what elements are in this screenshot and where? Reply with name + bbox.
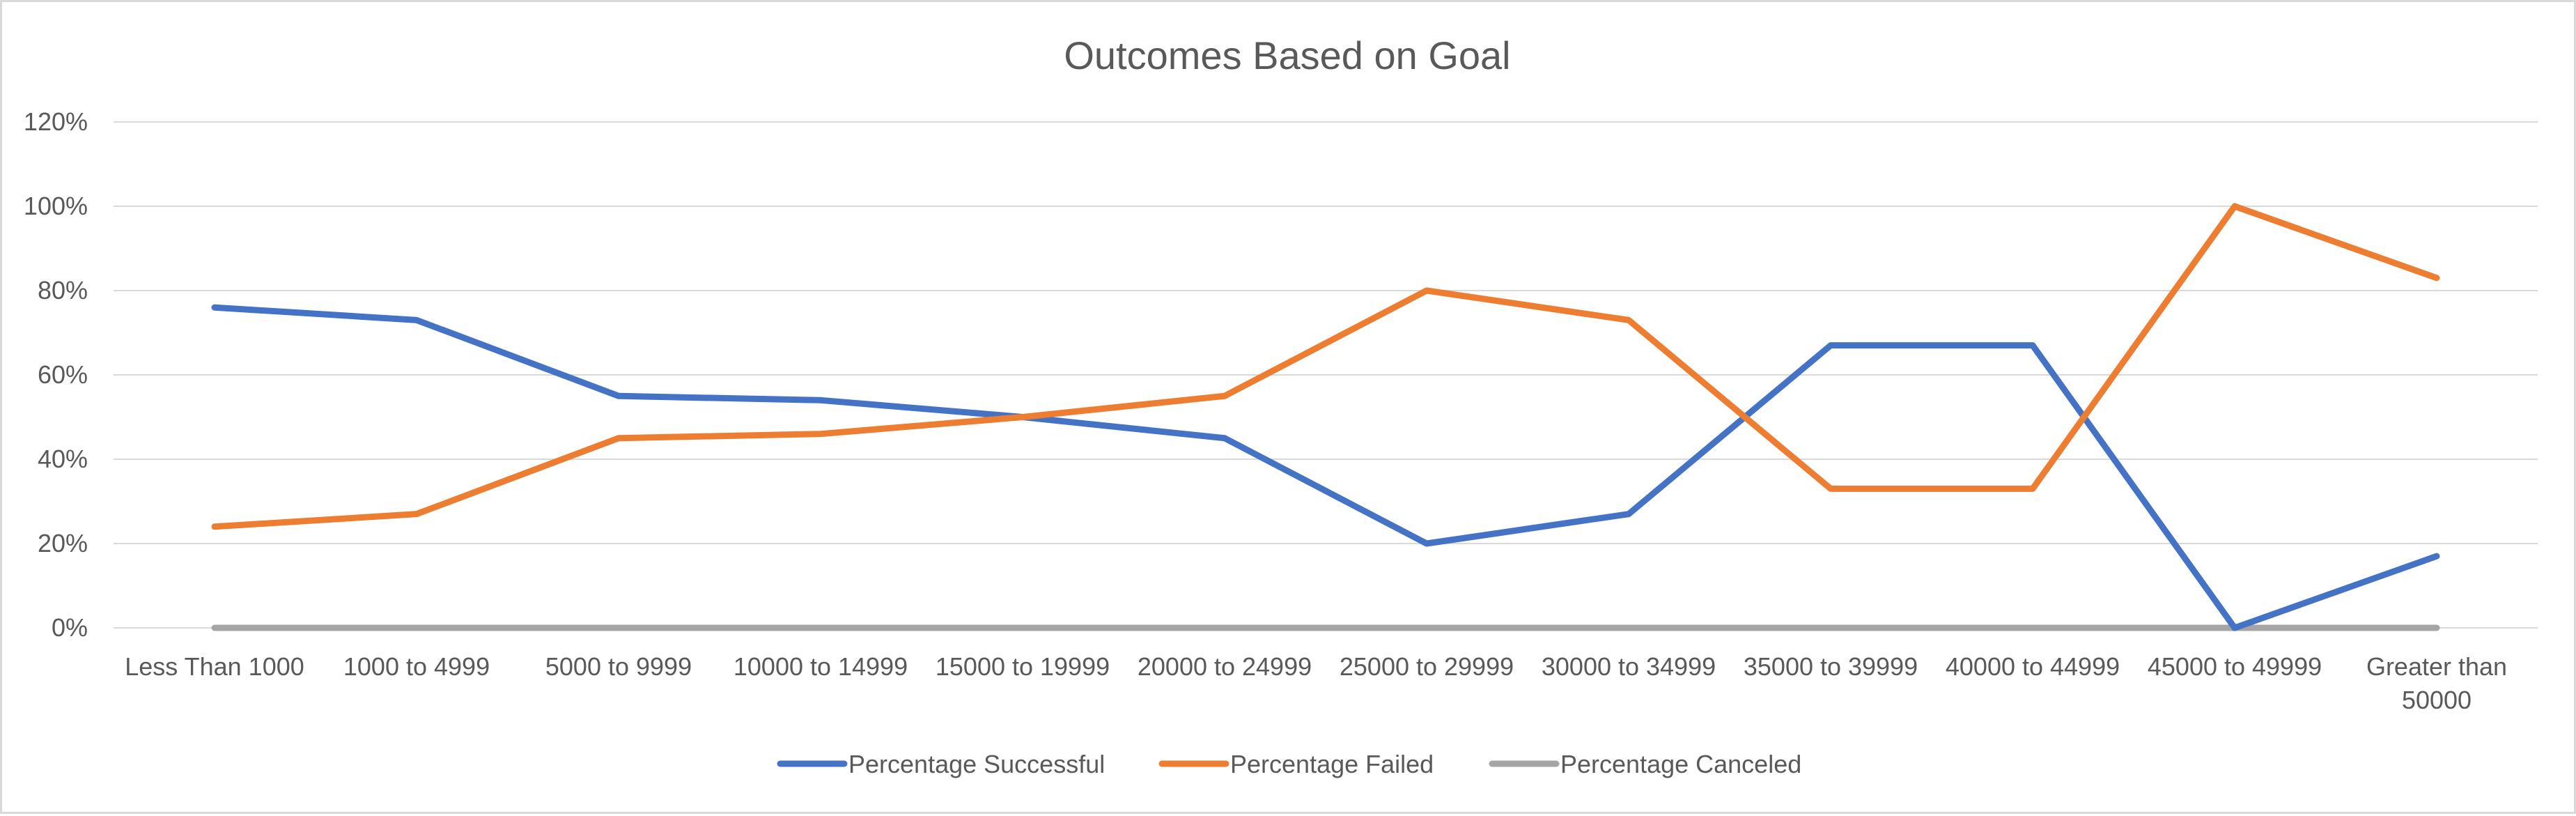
y-tick-label: 100%: [24, 192, 88, 220]
legend-label: Percentage Failed: [1230, 750, 1434, 778]
x-tick-label: 45000 to 49999: [2148, 652, 2322, 681]
y-tick-label: 120%: [24, 107, 88, 136]
x-tick-label: 30000 to 34999: [1542, 652, 1716, 681]
x-axis-ticks: Less Than 1000 1000 to 4999 5000 to 9999 10…: [125, 652, 2507, 714]
y-axis-ticks: 0% 20% 40% 60% 80% 100% 120%: [24, 107, 88, 642]
x-tick-label: Less Than 1000: [125, 652, 304, 681]
y-tick-label: 60%: [38, 360, 88, 389]
series-line-percentage-failed: [211, 203, 2440, 530]
x-tick-label: 35000 to 39999: [1744, 652, 1918, 681]
x-tick-label: 5000 to 9999: [545, 652, 692, 681]
legend-label: Percentage Canceled: [1560, 750, 1801, 778]
y-tick-label: 0%: [52, 613, 88, 642]
legend: Percentage Successful Percentage Failed Pe…: [777, 750, 1801, 778]
y-tick-label: 20%: [38, 529, 88, 557]
x-tick-label: 20000 to 24999: [1138, 652, 1312, 681]
x-tick-label: 40000 to 44999: [1946, 652, 2120, 681]
x-tick-label: Greater than 50000: [2366, 652, 2507, 714]
gridlines: [114, 121, 2538, 629]
chart-title: Outcomes Based on Goal: [1064, 33, 1510, 77]
series-line-percentage-successful: [211, 304, 2440, 631]
y-tick-label: 80%: [38, 276, 88, 305]
series-lines: [211, 203, 2440, 631]
x-tick-label: 10000 to 14999: [734, 652, 908, 681]
x-tick-label: 25000 to 29999: [1340, 652, 1514, 681]
y-tick-label: 40%: [38, 445, 88, 473]
legend-label: Percentage Successful: [848, 750, 1105, 778]
x-tick-label: 1000 to 4999: [343, 652, 490, 681]
x-tick-label: 15000 to 19999: [936, 652, 1110, 681]
